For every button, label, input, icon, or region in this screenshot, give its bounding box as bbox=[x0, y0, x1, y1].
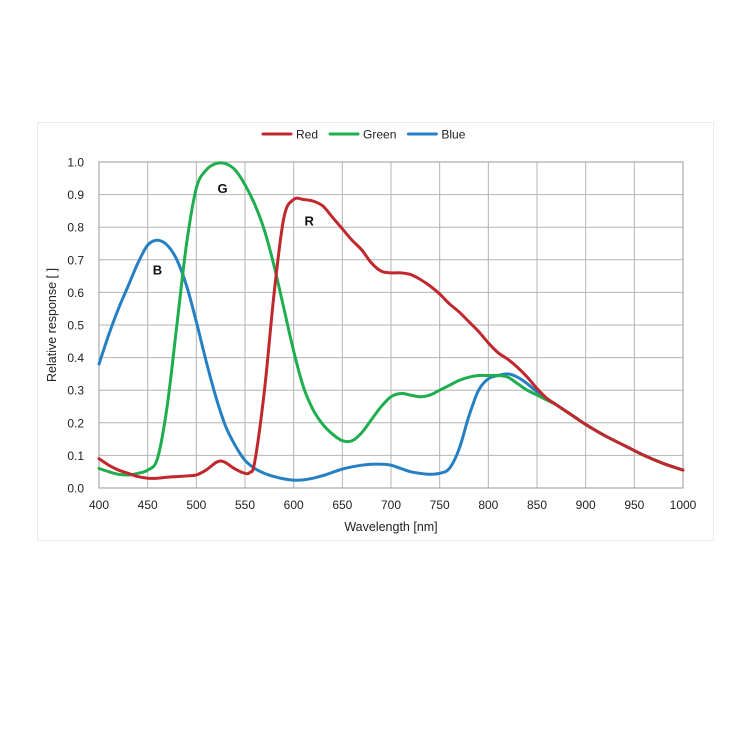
legend-label-red: Red bbox=[296, 128, 318, 142]
x-tick-label: 550 bbox=[235, 498, 255, 512]
legend: Red Green Blue bbox=[261, 128, 466, 142]
y-tick-label: 0.3 bbox=[67, 384, 84, 398]
x-tick-label: 650 bbox=[332, 498, 352, 512]
x-tick-label: 500 bbox=[186, 498, 206, 512]
y-tick-label: 0.8 bbox=[67, 221, 84, 235]
y-tick-label: 1.0 bbox=[67, 156, 84, 170]
x-tick-label: 950 bbox=[624, 498, 644, 512]
y-tick-label: 0.4 bbox=[67, 351, 84, 365]
y-tick-label: 0.7 bbox=[67, 253, 84, 267]
legend-label-blue: Blue bbox=[441, 128, 465, 142]
y-tick-label: 0.1 bbox=[67, 449, 84, 463]
x-tick-label: 1000 bbox=[670, 498, 697, 512]
y-tick-label: 0.9 bbox=[67, 188, 84, 202]
x-tick-label: 450 bbox=[138, 498, 158, 512]
y-tick-label: 0.5 bbox=[67, 319, 84, 333]
series-line-green bbox=[97, 161, 685, 477]
x-tick-label: 400 bbox=[89, 498, 109, 512]
curve-label-r: R bbox=[305, 214, 315, 229]
y-tick-label: 0.6 bbox=[67, 286, 84, 300]
curve-label-g: G bbox=[218, 181, 228, 196]
y-axis-title: Relative response [ ] bbox=[45, 268, 59, 382]
x-tick-label: 600 bbox=[284, 498, 304, 512]
series-lines bbox=[97, 161, 685, 482]
x-tick-label: 900 bbox=[576, 498, 596, 512]
y-tick-label: 0.0 bbox=[67, 482, 84, 496]
chart-panel bbox=[37, 122, 714, 541]
y-tick-label: 0.2 bbox=[67, 416, 84, 430]
plot-frame bbox=[98, 161, 684, 489]
annotations: G R B bbox=[153, 181, 315, 277]
x-tick-label: 850 bbox=[527, 498, 547, 512]
x-axis-title: Wavelength [nm] bbox=[344, 520, 437, 534]
x-tick-label: 700 bbox=[381, 498, 401, 512]
grid bbox=[98, 161, 684, 489]
x-tick-label: 750 bbox=[430, 498, 450, 512]
axes: 400 450 500 550 600 650 700 750 800 850 900 950 1000… bbox=[67, 156, 696, 513]
x-tick-label: 800 bbox=[478, 498, 498, 512]
legend-label-green: Green bbox=[363, 128, 396, 142]
curve-label-b: B bbox=[153, 263, 162, 278]
series-line-red bbox=[97, 196, 685, 480]
